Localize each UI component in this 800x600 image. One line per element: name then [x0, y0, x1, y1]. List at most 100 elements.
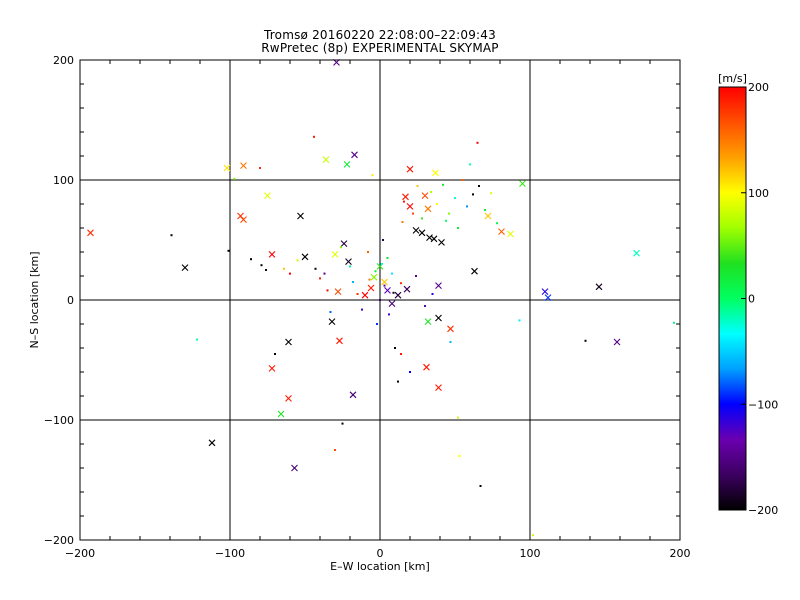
data-point-x: [595, 283, 603, 291]
data-point-dot: [424, 305, 426, 307]
data-point-dot: [490, 192, 492, 195]
x-tick-label: −200: [65, 547, 95, 560]
data-point-dot: [449, 341, 452, 343]
data-point-dot: [496, 222, 498, 225]
data-point-dot: [319, 277, 321, 280]
data-point-x: [544, 294, 552, 301]
data-point-x: [424, 205, 432, 213]
data-point-x: [435, 282, 442, 289]
data-point-dot: [356, 293, 359, 295]
data-point-dot: [383, 284, 386, 287]
colorbar-tick-label: −100: [748, 398, 778, 411]
y-tick-labels: −200 −100 0 100 200: [44, 54, 74, 547]
colorbar-ticks: 200 100 0 −100 −200: [741, 81, 778, 517]
data-point-dot: [472, 193, 474, 196]
data-point-dot: [461, 179, 464, 181]
data-point-dot: [403, 200, 405, 203]
y-tick-label: 0: [67, 294, 74, 307]
x-tick-label: 0: [377, 547, 384, 560]
data-point-x: [498, 228, 505, 235]
colorbar-tick-label: 100: [748, 187, 769, 200]
x-tick-label: 200: [670, 547, 691, 560]
y-tick-label: −100: [44, 414, 74, 427]
data-point-dot: [454, 197, 456, 199]
data-point-dot: [340, 246, 342, 249]
x-tick-label: 100: [520, 547, 541, 560]
data-point-x: [301, 253, 309, 261]
data-point-dot: [283, 267, 285, 270]
chart-subtitle: RwPretec (8p) EXPERIMENTAL SKYMAP: [261, 41, 499, 55]
data-point-x: [424, 318, 432, 325]
y-axis-label: N–S location [km]: [28, 251, 41, 348]
colorbar-tick-label: −200: [748, 504, 778, 517]
data-point-dot: [265, 269, 267, 271]
data-point-x: [223, 164, 231, 172]
data-point-dot: [170, 234, 173, 237]
data-point-x: [402, 193, 409, 201]
colorbar-tick-label: 0: [748, 293, 755, 306]
data-point-x: [613, 338, 621, 346]
data-point-dot: [409, 371, 411, 373]
data-point-x: [381, 278, 388, 286]
data-point-x: [435, 314, 442, 322]
data-point-x: [340, 240, 348, 247]
data-point-x: [297, 212, 304, 220]
data-point-x: [541, 288, 549, 295]
data-point-dot: [484, 209, 486, 211]
data-point-x: [237, 212, 244, 220]
data-points: [87, 59, 675, 537]
data-point-x: [633, 249, 640, 257]
data-point-x: [334, 288, 342, 295]
data-point-dot: [296, 259, 299, 262]
grid: [80, 60, 680, 540]
data-point-x: [285, 338, 292, 346]
axis-ticks: [79, 59, 681, 541]
data-point-x: [384, 287, 391, 294]
data-point-x: [291, 464, 298, 472]
data-point-dot: [401, 221, 404, 223]
data-point-dot: [368, 278, 371, 281]
data-point-x: [406, 203, 414, 210]
data-point-x: [349, 391, 357, 399]
data-point-dot: [382, 239, 384, 241]
data-point-dot: [458, 455, 461, 457]
data-point-dot: [584, 339, 587, 342]
data-point-x: [435, 384, 442, 391]
data-point-dot: [329, 311, 332, 313]
data-point-dot: [260, 264, 263, 267]
data-point-x: [388, 300, 396, 307]
data-point-x: [394, 291, 402, 299]
data-point-dot: [478, 185, 480, 187]
colorbar-unit-label: [m/s]: [718, 72, 747, 85]
data-point-dot: [457, 227, 459, 229]
data-point-dot: [371, 174, 374, 177]
data-point-dot: [313, 135, 315, 138]
data-point-x: [423, 363, 430, 371]
data-point-x: [277, 410, 285, 418]
data-point-x: [268, 251, 276, 258]
data-point-dot: [431, 293, 434, 295]
data-point-dot: [412, 212, 414, 215]
data-point-dot: [274, 353, 276, 355]
y-tick-label: −200: [44, 534, 74, 547]
data-point-x: [430, 235, 438, 243]
data-point-x: [264, 192, 271, 199]
data-point-dot: [334, 449, 336, 451]
data-point-x: [438, 239, 445, 246]
data-point-dot: [397, 380, 399, 383]
data-point-dot: [380, 263, 383, 265]
data-point-dot: [436, 203, 438, 205]
data-point-dot: [374, 270, 377, 273]
data-point-x: [426, 234, 433, 241]
data-point-dot: [476, 141, 479, 144]
data-point-x: [268, 365, 276, 372]
data-point-dot: [466, 205, 468, 208]
colorbar-tick-label: 200: [748, 81, 769, 94]
data-point-dot: [379, 299, 381, 301]
data-point-dot: [442, 183, 444, 186]
data-point-x: [421, 192, 429, 199]
data-point-dot: [400, 353, 402, 355]
data-point-dot: [400, 282, 402, 285]
data-point-x: [336, 337, 343, 345]
y-tick-label: 200: [53, 54, 74, 67]
